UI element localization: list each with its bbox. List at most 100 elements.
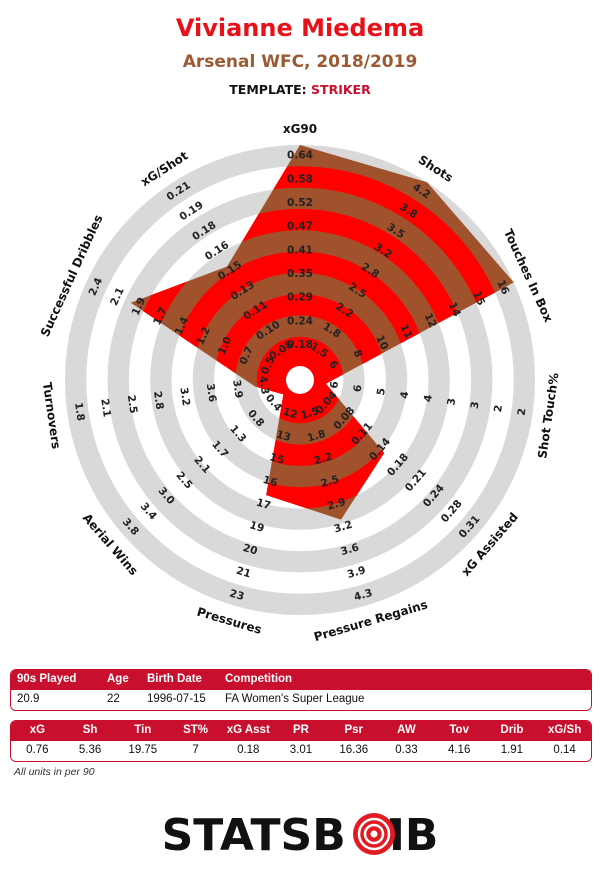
info-value-cell: 20.9	[17, 693, 40, 705]
stats-header-cell: Psr	[344, 724, 363, 736]
template-label: TEMPLATE:	[229, 82, 307, 97]
radar-tick-label: 4	[422, 394, 435, 403]
stats-header-cell: xG/Sh	[548, 724, 582, 736]
radar-tick-label: 3.6	[204, 383, 219, 403]
radar-center-hole	[286, 366, 314, 394]
info-table-row: 20.9 22 1996-07-15 FA Women's Super Leag…	[11, 690, 591, 710]
info-header-cell: Birth Date	[147, 673, 202, 685]
radar-tick-label: 6	[328, 381, 341, 390]
radar-tick-label: 2.9	[326, 496, 347, 513]
radar-tick-label: 2.5	[319, 473, 340, 490]
info-value-cell: 22	[107, 693, 120, 705]
radar-tick-label: 3.2	[333, 519, 354, 536]
radar-tick-label: 3.9	[230, 379, 245, 399]
radar-tick-label: 12	[281, 406, 298, 422]
statsbomb-logo: STATSB MB	[162, 810, 439, 861]
radar-tick-label: 15	[470, 289, 487, 307]
stats-header-cell: Tov	[449, 724, 469, 736]
logo-wordmark: STATSB MB	[162, 810, 439, 861]
radar-tick-label: 0.58	[287, 173, 313, 185]
radar-tick-label: 2.2	[313, 451, 334, 468]
info-header-cell: Age	[107, 673, 129, 685]
stats-table-row: 0.76 5.36 19.75 7 0.18 3.01 16.36 0.33 4.16 1.91 0…	[11, 741, 591, 761]
stats-header-cell: PR	[292, 724, 309, 736]
stats-value-cell: 0.33	[395, 744, 418, 756]
radar-tick-label: 16	[494, 278, 511, 296]
radar-band	[256, 336, 344, 424]
info-value-cell: FA Women's Super League	[225, 693, 365, 705]
radar-axis-label: Shot Touch%	[535, 372, 561, 460]
stats-header-cell: xG Asst	[226, 724, 270, 736]
radar-tick-label: 2	[516, 407, 529, 416]
radar-tick-label: 3.6	[339, 541, 360, 558]
stats-value-cell: 1.91	[500, 744, 524, 756]
radar-tick-label: 4.3	[256, 375, 271, 395]
template-name: STRIKER	[311, 82, 371, 97]
info-table: 90s Played Age Birth Date Competition 20…	[10, 669, 592, 711]
info-header-cell: Competition	[225, 673, 293, 685]
radar-tick-label: 16	[261, 474, 278, 490]
info-value-cell: 1996-07-15	[147, 693, 206, 705]
stats-value-cell: 16.36	[339, 744, 369, 756]
radar-tick-label: 10	[373, 334, 390, 352]
stats-value-cell: 4.16	[447, 744, 471, 756]
stats-table-header: xG Sh Tin ST% xG Asst PR Psr AW Tov Drib xG/Sh	[11, 721, 591, 741]
radar-tick-label: 23	[228, 587, 245, 603]
stats-header-cell: ST%	[183, 724, 208, 736]
radar-tick-label: 19	[248, 519, 265, 535]
radar-axis-label: xG90	[283, 122, 317, 136]
stats-value-cell: 5.36	[78, 744, 102, 756]
stats-header-cell: AW	[397, 724, 416, 736]
stats-value-cell: 19.75	[128, 744, 158, 756]
radar-tick-label: 3	[469, 401, 482, 410]
radar-tick-label: 2.1	[98, 398, 113, 418]
radar-tick-label: 0.18	[287, 339, 313, 351]
radar-tick-label: 0.29	[287, 292, 313, 304]
info-header-cell: 90s Played	[17, 673, 77, 685]
radar-tick-label: 17	[255, 497, 272, 513]
radar-tick-label: 1.8	[72, 402, 87, 422]
stats-value-cell: 0.18	[237, 744, 260, 756]
radar-tick-label: 11	[398, 322, 415, 340]
stats-header-cell: Sh	[82, 724, 98, 736]
stats-header-cell: Tin	[134, 724, 152, 736]
radar-tick-label: 0.52	[287, 197, 313, 209]
radar-tick-label: 4.3	[353, 587, 374, 604]
radar-tick-label: 0.35	[287, 268, 313, 280]
radar-tick-label: 0.41	[287, 244, 313, 256]
radar-value-area	[130, 145, 514, 520]
radar-tick-label: 20	[241, 542, 258, 558]
radar-tick-label: 3	[445, 397, 458, 406]
radar-tick-label: 2	[492, 404, 505, 413]
stats-value-cell: 0.14	[553, 744, 576, 756]
stats-value-cell: 3.01	[289, 744, 313, 756]
stats-header-cell: Drib	[500, 724, 524, 736]
stats-value-cell: 7	[192, 744, 199, 756]
radar-tick-label: 0.64	[287, 150, 313, 162]
radar-tick-label: 3.2	[177, 387, 192, 407]
radar-tick-label: 2.8	[151, 390, 166, 410]
stats-table: xG Sh Tin ST% xG Asst PR Psr AW Tov Drib xG/Sh 0.7…	[10, 720, 592, 762]
radar-tick-label: 3.9	[346, 564, 367, 581]
radar-axis-label: Turnovers	[40, 381, 63, 449]
team-season: Arsenal WFC, 2018/2019	[182, 52, 418, 72]
radar-tick-label: 15	[268, 451, 285, 467]
radar-tick-label: 1.8	[306, 428, 327, 445]
radar-tick-label: 6	[326, 359, 340, 371]
radar-tick-label: 14	[446, 300, 463, 318]
radar-tick-label: 5	[375, 387, 388, 396]
logo-target-icon	[353, 813, 395, 855]
info-table-header: 90s Played Age Birth Date Competition	[11, 670, 591, 690]
radar-tick-label: 21	[235, 565, 252, 581]
radar-tick-label: 0.24	[287, 315, 313, 327]
radar-tick-label: 2.5	[125, 394, 140, 414]
radar-tick-label: 6	[352, 384, 365, 393]
radar-tick-label: 12	[422, 311, 439, 329]
radar-tick-label: 8	[351, 348, 365, 360]
stats-header-cell: xG	[29, 724, 46, 736]
radar-tick-label: 13	[275, 428, 292, 444]
player-name: Vivianne Miedema	[175, 14, 425, 42]
radar-tick-label: 4	[398, 391, 411, 400]
radar-chart: 0.180.240.290.350.410.470.520.580.641.51…	[38, 122, 562, 644]
radar-tick-label: 1.5	[299, 405, 320, 422]
